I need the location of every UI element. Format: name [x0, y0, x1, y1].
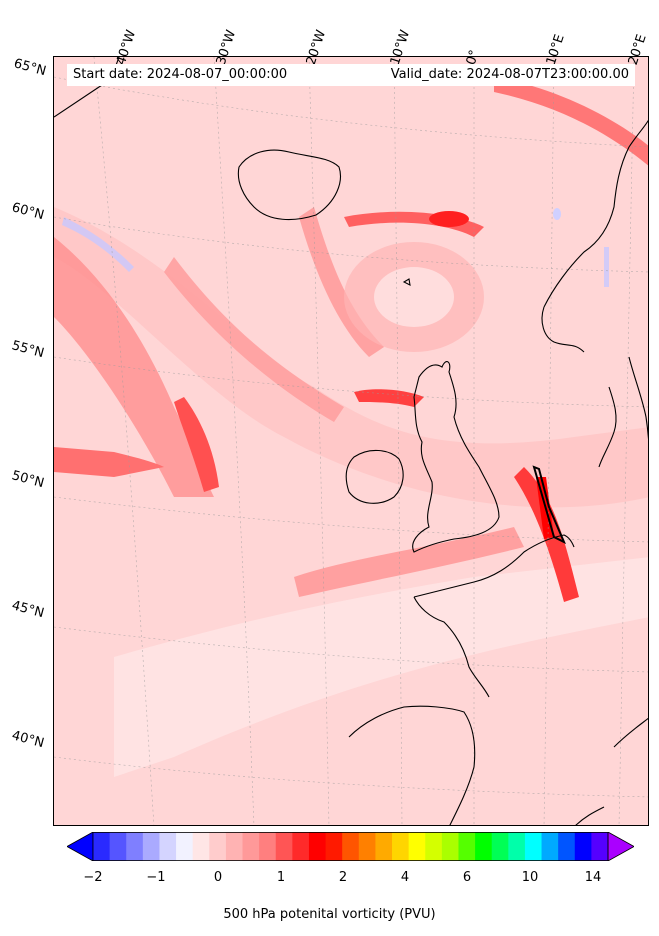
colorbar-bin — [558, 832, 576, 861]
colorbar-extend-high — [607, 832, 634, 861]
colorbar-bin — [591, 832, 609, 861]
colorbar-bin — [358, 832, 376, 861]
colorbar-bin — [192, 832, 210, 861]
colorbar-bin — [292, 832, 310, 861]
colorbar-tick: 0 — [213, 870, 223, 885]
colorbar-border — [92, 832, 609, 861]
colorbar-bin — [225, 832, 244, 861]
colorbar-label: 500 hPa potenital vorticity (PVU) — [223, 907, 436, 922]
lat-label-40n: 40°N — [10, 728, 46, 752]
lat-label-60n: 60°N — [10, 200, 46, 224]
colorbar-bin — [308, 832, 327, 861]
colorbar-tick: 10 — [521, 870, 539, 885]
colorbar-bin — [142, 832, 160, 861]
pv-field-map — [54, 57, 648, 825]
colorbar-tick: 2 — [338, 870, 348, 885]
colorbar-bin — [524, 832, 543, 861]
colorbar-bin — [408, 832, 426, 861]
valid-date-label: Valid_date: 2024-08-07T23:00:00.00 — [390, 67, 629, 82]
colorbar-bin — [325, 832, 343, 861]
colorbar-bin — [242, 832, 260, 861]
colorbar-bin — [342, 832, 360, 861]
colorbar — [67, 832, 634, 861]
colorbar-bin — [508, 832, 526, 861]
colorbar-tick: 1 — [276, 870, 286, 885]
colorbar-bin — [475, 832, 493, 861]
colorbar-bin — [441, 832, 459, 861]
colorbar-bin — [209, 832, 227, 861]
lat-label-55n: 55°N — [10, 338, 46, 362]
colorbar-extend-low — [67, 832, 94, 861]
lat-label-50n: 50°N — [10, 468, 46, 492]
colorbar-bin — [275, 832, 293, 861]
lat-label-45n: 45°N — [10, 598, 46, 622]
colorbar-bin — [93, 832, 111, 861]
start-date-label: Start date: 2024-08-07_00:00:00 — [73, 67, 288, 82]
colorbar-bin — [491, 832, 509, 861]
lat-label-65n: 65°N — [12, 56, 48, 80]
colorbar-bin — [425, 832, 443, 861]
map-panel — [53, 56, 649, 826]
colorbar-bin — [574, 832, 592, 861]
colorbar-bin — [259, 832, 277, 861]
colorbar-bin — [458, 832, 476, 861]
colorbar-tick: −1 — [146, 870, 166, 885]
colorbar-bin — [159, 832, 177, 861]
colorbar-tick: −2 — [83, 870, 103, 885]
colorbar-bin — [109, 832, 127, 861]
colorbar-tick: 14 — [584, 870, 602, 885]
colorbar-bin — [541, 832, 559, 861]
colorbar-tick: 4 — [400, 870, 410, 885]
colorbar-bin — [176, 832, 194, 861]
colorbar-bin — [392, 832, 410, 861]
colorbar-tick: 6 — [462, 870, 472, 885]
coastlines — [54, 57, 648, 825]
colorbar-bin — [126, 832, 144, 861]
date-info-box: Start date: 2024-08-07_00:00:00 Valid_da… — [67, 64, 635, 86]
colorbar-bin — [375, 832, 393, 861]
